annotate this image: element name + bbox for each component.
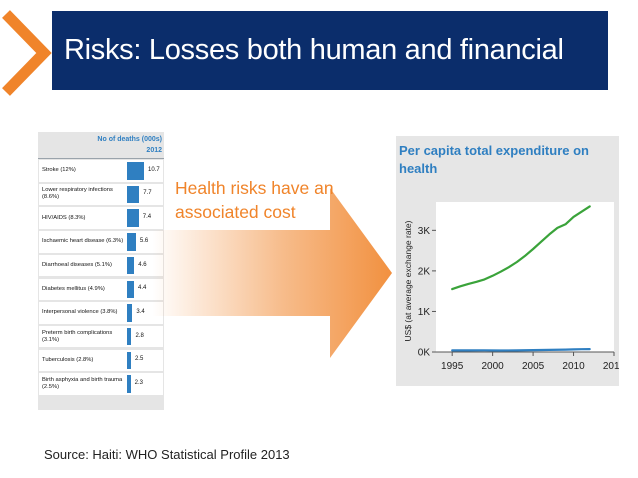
row-label: HIV/AIDS (8.3%) [42, 214, 86, 221]
table-header-title: No of deaths (000s) [97, 136, 162, 143]
row-label: Preterm birth complications (3.1%) [42, 329, 113, 343]
row-value: 4.4 [137, 285, 147, 292]
table-row: Diarrhoeal diseases (5.1%) 4.6 [39, 254, 163, 277]
row-label: Tuberculosis (2.8%) [42, 356, 94, 363]
row-label: Ischaemic heart disease (6.3%) [42, 238, 124, 245]
right-arrow-icon [152, 188, 392, 358]
row-label: Lower respiratory infections (8.6%) [42, 187, 113, 201]
x-tick-label: 2010 [562, 361, 585, 372]
deaths-bar [127, 327, 132, 346]
table-divider [38, 158, 164, 159]
row-value: 3.4 [136, 308, 145, 315]
table-row: Diabetes mellitus (4.9%) 4.4 [39, 278, 163, 300]
table-row: HIV/AIDS (8.3%) 7.4 [39, 207, 163, 229]
table-row: Stroke (12%) 10.7 [39, 160, 163, 182]
row-value: 2.8 [135, 332, 144, 339]
row-value: 7.4 [142, 214, 152, 221]
expenditure-line-plot: 0K 1K 2K 3K 1995 2000 2005 2010 2015 US$ (at aver… [403, 202, 619, 372]
row-label: Stroke (12%) [42, 167, 76, 174]
row-value: 4.6 [138, 261, 147, 268]
row-value: 2.5 [134, 356, 144, 363]
deaths-bar [127, 256, 135, 275]
deaths-bar [127, 280, 134, 298]
annotation-line-1: Health risks have an [175, 178, 334, 198]
chevron-decoration-icon [2, 10, 52, 96]
x-tick-label: 1995 [441, 361, 464, 372]
row-label: Interpersonal violence (3.8%) [42, 309, 118, 316]
x-tick-label: 2005 [522, 361, 545, 372]
table-header-year: 2012 [146, 147, 162, 154]
row-value: 7.7 [143, 190, 152, 197]
y-tick-label: 0K [418, 348, 431, 359]
row-label: Diabetes mellitus (4.9%) [42, 285, 105, 292]
deaths-bar [127, 304, 133, 322]
table-row: Interpersonal violence (3.8%) 3.4 [39, 302, 163, 324]
deaths-bar [127, 185, 140, 204]
plot-area [436, 202, 614, 352]
y-tick-label: 2K [418, 266, 431, 277]
y-tick-label: 3K [418, 226, 431, 237]
annotation-text: Health risks have an associated cost [175, 176, 365, 224]
deaths-bar [127, 375, 131, 393]
deaths-table-chart: No of deaths (000s) 2012 Stroke (12%) 10.… [38, 132, 164, 410]
row-value: 10.7 [148, 166, 160, 173]
y-tick-label: 1K [418, 307, 431, 318]
deaths-bar [127, 209, 139, 227]
deaths-bar [127, 233, 136, 251]
deaths-bar [127, 351, 131, 370]
table-row: Preterm birth complications (3.1%) 2.8 [39, 325, 163, 348]
x-tick-label: 2000 [482, 361, 505, 372]
row-label: Diarrhoeal diseases (5.1%) [42, 262, 112, 269]
source-note: Source: Haiti: WHO Statistical Profile 2… [44, 447, 290, 462]
title-bar: Risks: Losses both human and financial [52, 11, 608, 90]
row-value: 5.6 [139, 237, 149, 244]
row-label: Birth asphyxia and birth trauma (2.5%) [42, 377, 123, 391]
deaths-bar [127, 162, 144, 180]
row-value: 2.3 [134, 380, 143, 387]
expenditure-chart: Per capita total expenditure on health 0… [396, 136, 619, 386]
chart-title: Per capita total expenditure on health [399, 143, 589, 176]
x-tick-label: 2015 [603, 361, 619, 372]
table-row: Ischaemic heart disease (6.3%) 5.6 [39, 231, 163, 253]
table-row: Lower respiratory infections (8.6%) 7.7 [39, 183, 163, 206]
green-series-line [451, 205, 591, 291]
table-row: Tuberculosis (2.8%) 2.5 [39, 349, 163, 372]
annotation-line-2: associated cost [175, 202, 296, 222]
slide-title: Risks: Losses both human and financial [64, 34, 564, 66]
blue-series-line [451, 348, 591, 352]
table-row: Birth asphyxia and birth trauma (2.5%) 2.… [39, 373, 163, 395]
y-axis-label: US$ (at average exchange rate) [403, 220, 413, 341]
